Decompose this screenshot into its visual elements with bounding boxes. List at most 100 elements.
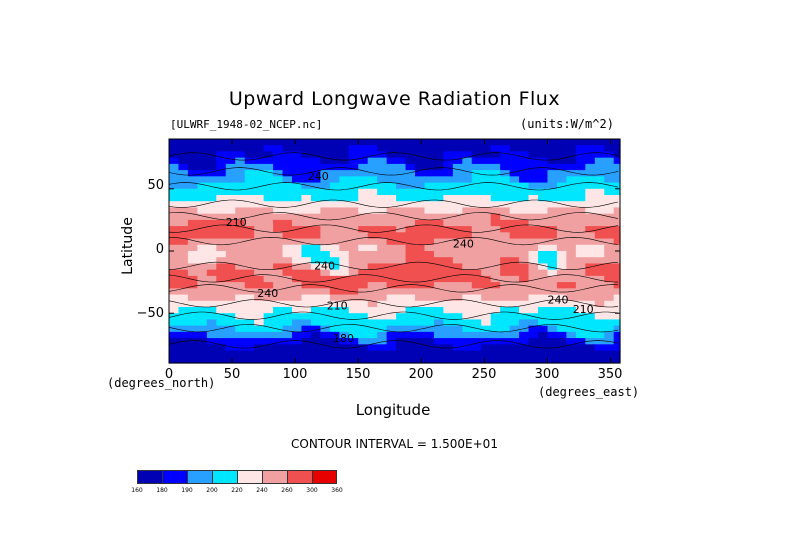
heatmap-cell xyxy=(471,213,482,221)
contour-line xyxy=(168,167,619,176)
heatmap-cell xyxy=(329,151,340,159)
heatmap-cell xyxy=(443,151,454,159)
heatmap-cell xyxy=(348,338,359,345)
heatmap-cell xyxy=(528,325,539,333)
heatmap-cell xyxy=(244,325,255,333)
heatmap-cell xyxy=(433,139,444,146)
heatmap-cell xyxy=(396,145,407,153)
heatmap-cell xyxy=(244,201,255,209)
heatmap-cell xyxy=(471,263,482,271)
heatmap-cell xyxy=(396,188,407,196)
heatmap-cell xyxy=(396,344,407,352)
heatmap-cell xyxy=(263,344,274,352)
heatmap-cell xyxy=(348,244,359,252)
heatmap-cell xyxy=(556,325,567,333)
heatmap-cell xyxy=(509,275,520,283)
heatmap-cell xyxy=(443,338,454,345)
heatmap-cell xyxy=(225,344,236,352)
heatmap-cell xyxy=(386,207,397,215)
contour-line xyxy=(168,299,619,308)
heatmap-cell xyxy=(490,188,501,196)
heatmap-cell xyxy=(329,238,340,246)
heatmap-cell xyxy=(235,170,246,177)
heatmap-cell xyxy=(471,331,482,339)
heatmap-cell xyxy=(197,294,208,302)
heatmap-cell xyxy=(443,226,454,233)
heatmap-cell xyxy=(433,263,444,271)
heatmap-cell xyxy=(500,170,511,177)
heatmap-cell xyxy=(216,263,227,271)
heatmap-cell xyxy=(556,176,567,184)
contour-line xyxy=(168,236,619,246)
heatmap-cell xyxy=(254,170,265,177)
heatmap-cell xyxy=(197,226,208,233)
heatmap-cell xyxy=(509,170,520,177)
heatmap-cell xyxy=(235,356,246,364)
heatmap-cell xyxy=(613,213,621,221)
heatmap-cell xyxy=(396,275,407,283)
heatmap-cell xyxy=(377,338,388,345)
heatmap-cell xyxy=(490,251,501,258)
heatmap-cell xyxy=(377,226,388,233)
heatmap-cell xyxy=(178,244,189,252)
heatmap-cell xyxy=(613,251,621,258)
heatmap-cell xyxy=(292,319,303,327)
heatmap-cell xyxy=(481,263,492,271)
heatmap-cell xyxy=(310,176,321,184)
heatmap-cell xyxy=(254,213,265,221)
heatmap-cell xyxy=(273,282,284,289)
heatmap-cell xyxy=(187,219,198,227)
heatmap-cell xyxy=(197,319,208,327)
heatmap-cell xyxy=(329,257,340,265)
heatmap-cell xyxy=(452,213,463,221)
heatmap-cell xyxy=(329,338,340,345)
heatmap-cell xyxy=(282,157,293,165)
heatmap-cell xyxy=(235,269,246,277)
heatmap-cell xyxy=(358,356,369,364)
heatmap-cell xyxy=(528,195,539,202)
heatmap-cell xyxy=(415,213,426,221)
heatmap-cell xyxy=(405,307,416,314)
heatmap-cell xyxy=(575,213,586,221)
heatmap-cell xyxy=(367,163,378,171)
heatmap-cell xyxy=(178,145,189,153)
heatmap-cell xyxy=(329,163,340,171)
heatmap-cell xyxy=(509,282,520,289)
heatmap-cell xyxy=(471,356,482,364)
heatmap-cell xyxy=(575,356,586,364)
heatmap-cell xyxy=(424,251,435,258)
heatmap-cell xyxy=(396,151,407,159)
heatmap-cell xyxy=(367,282,378,289)
heatmap-cell xyxy=(500,163,511,171)
heatmap-cell xyxy=(462,207,473,215)
heatmap-cell xyxy=(585,331,596,339)
heatmap-cell xyxy=(613,163,621,171)
heatmap-cell xyxy=(405,244,416,252)
heatmap-cell xyxy=(235,282,246,289)
heatmap-cell xyxy=(178,226,189,233)
heatmap-cell xyxy=(556,319,567,327)
heatmap-cell xyxy=(244,219,255,227)
heatmap-cell xyxy=(273,307,284,314)
heatmap-cell xyxy=(509,176,520,184)
heatmap-cell xyxy=(424,244,435,252)
heatmap-cell xyxy=(519,195,530,202)
heatmap-cell xyxy=(187,145,198,153)
heatmap-cell xyxy=(566,300,577,308)
heatmap-cell xyxy=(292,356,303,364)
heatmap-cell xyxy=(263,338,274,345)
heatmap-cell xyxy=(254,356,265,364)
heatmap-cell xyxy=(556,151,567,159)
heatmap-cell xyxy=(197,219,208,227)
heatmap-cell xyxy=(348,207,359,215)
x-tick-label: 200 xyxy=(408,367,434,382)
heatmap-cell xyxy=(216,170,227,177)
heatmap-cell xyxy=(443,207,454,215)
heatmap-cell xyxy=(310,151,321,159)
heatmap-cell xyxy=(187,201,198,209)
heatmap-cell xyxy=(585,238,596,246)
heatmap-cell xyxy=(500,238,511,246)
heatmap-cell xyxy=(538,294,549,302)
heatmap-cell xyxy=(415,307,426,314)
heatmap-cell xyxy=(273,145,284,153)
